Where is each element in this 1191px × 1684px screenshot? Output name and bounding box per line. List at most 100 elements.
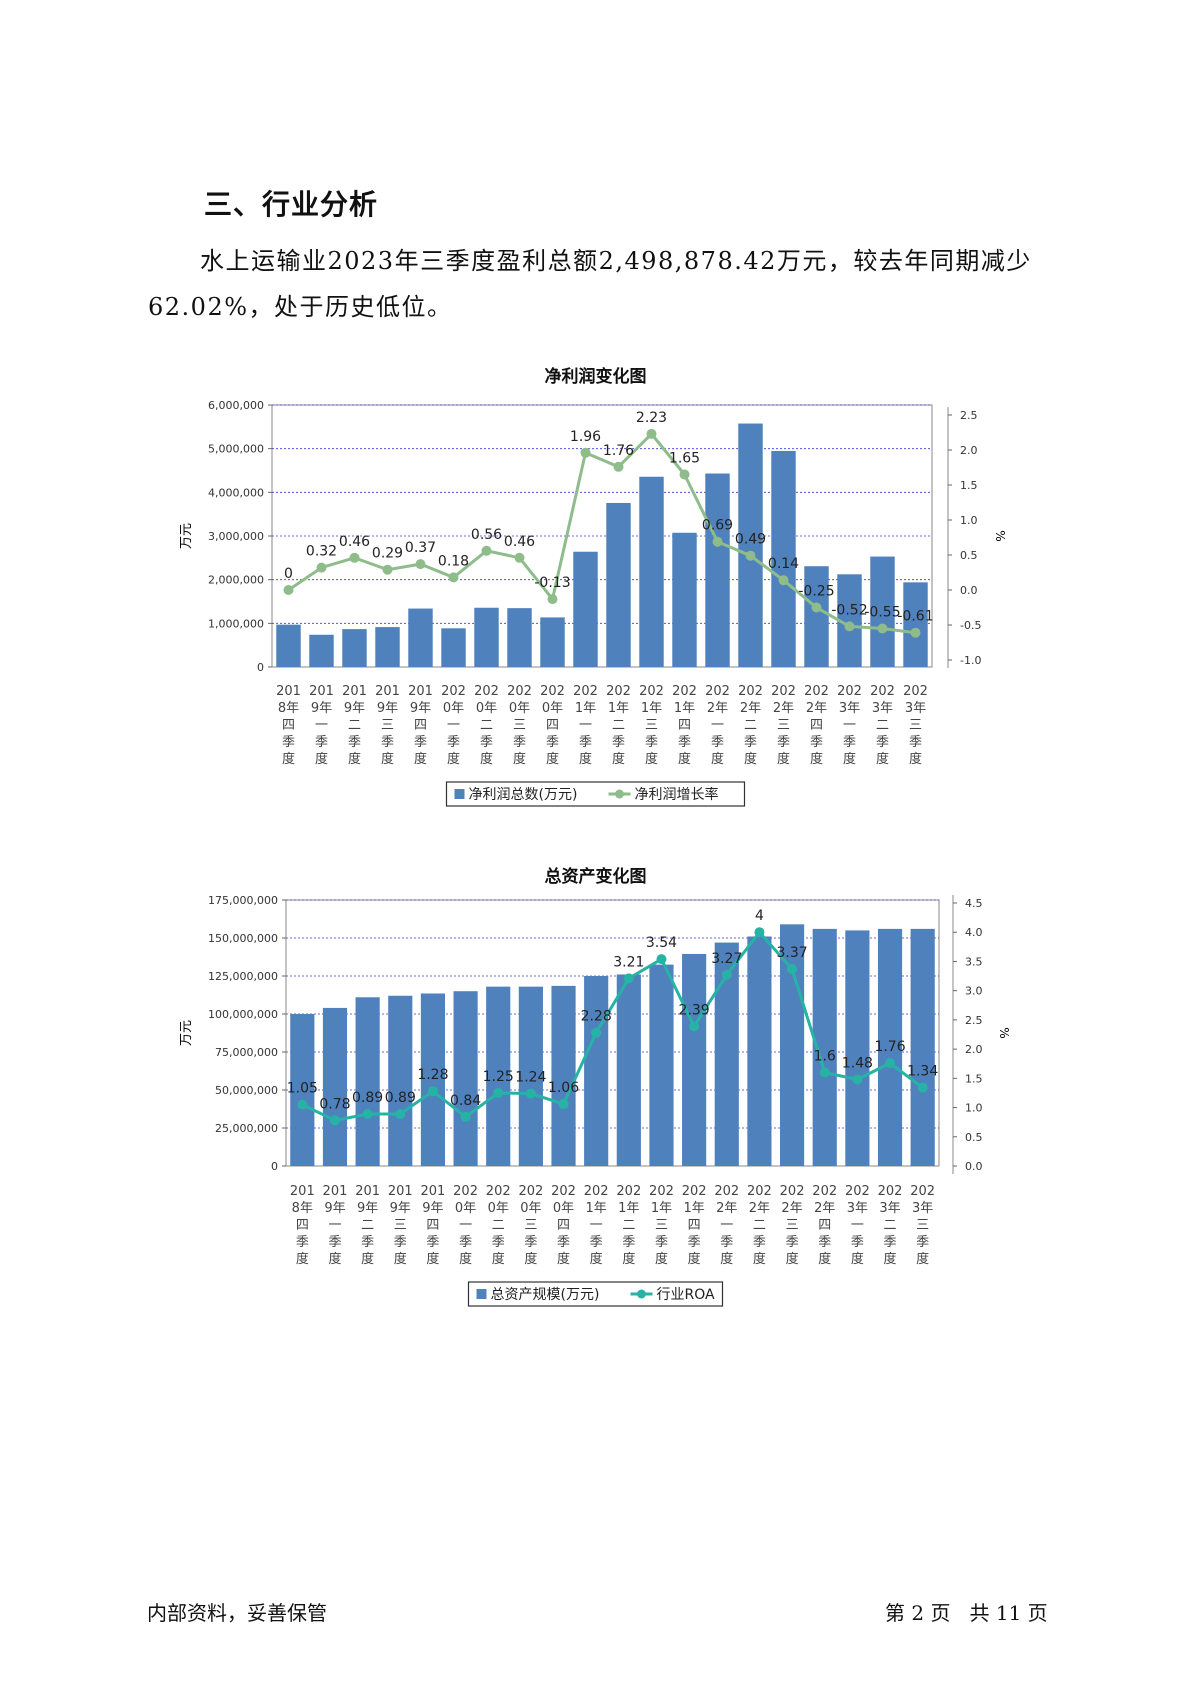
- data-label: 0.29: [372, 546, 403, 562]
- line-point: [283, 585, 294, 595]
- data-label: -0.55: [864, 605, 900, 621]
- y-tick-label: 50,000,000: [215, 1084, 278, 1097]
- data-label: 0: [284, 566, 293, 582]
- series-line: [301, 929, 924, 1122]
- line-point: [885, 1058, 896, 1069]
- x-tick-label: 202 3年三季度: [903, 684, 928, 767]
- line-point: [481, 545, 492, 556]
- y-tick-label: 1,000,000: [208, 617, 264, 630]
- data-label: 2.23: [636, 410, 667, 426]
- legend: 净利润总数(万元) 净利润增长率: [445, 781, 746, 807]
- y-tick-label: 25,000,000: [215, 1122, 278, 1135]
- line-point: [547, 594, 558, 605]
- x-tick-label: 202 2年三季度: [780, 1184, 805, 1267]
- bar: [747, 936, 772, 1166]
- x-tick-label: 202 0年三季度: [507, 684, 532, 767]
- line-point: [819, 1067, 830, 1078]
- line-point: [558, 1099, 569, 1110]
- line-point: [646, 428, 657, 439]
- x-tick-label: 202 1年三季度: [639, 684, 664, 767]
- bar: [584, 976, 609, 1166]
- line-point: [656, 954, 667, 965]
- x-tick-label: 202 3年一季度: [837, 684, 862, 767]
- data-label: 2.39: [679, 1002, 710, 1018]
- legend-line-label: 行业ROA: [657, 1287, 716, 1303]
- data-label: 3.27: [711, 951, 742, 967]
- legend-line-label: 净利润增长率: [635, 786, 719, 803]
- y-axis-title: 万元: [179, 523, 194, 549]
- y2-tick-label: 3.0: [965, 985, 983, 998]
- bar: [540, 617, 565, 667]
- bar: [309, 634, 334, 667]
- data-label: 3.21: [613, 954, 644, 970]
- line-point: [787, 964, 798, 975]
- bar: [342, 629, 367, 667]
- y2-tick-label: -1.0: [960, 654, 981, 667]
- line-point: [811, 602, 822, 613]
- line-point: [382, 564, 393, 575]
- y2-tick-label: 0.0: [965, 1160, 983, 1173]
- x-tick-label: 202 2年一季度: [705, 684, 730, 767]
- y-tick-label: 100,000,000: [208, 1008, 278, 1021]
- data-label: 1.06: [548, 1080, 579, 1096]
- legend-line-marker: [615, 789, 624, 799]
- data-label: 4: [755, 908, 764, 924]
- x-tick-label: 202 3年二季度: [870, 684, 895, 767]
- data-label: 0.46: [339, 534, 370, 550]
- line-point: [329, 1115, 340, 1126]
- y-tick-label: 75,000,000: [215, 1046, 278, 1059]
- x-tick-label: 202 1年四季度: [672, 684, 697, 767]
- x-tick-label: 202 0年三季度: [518, 1184, 543, 1267]
- data-label: 1.96: [570, 429, 601, 445]
- y2-tick-label: 2.0: [965, 1043, 983, 1056]
- bar: [903, 582, 928, 667]
- bar: [705, 473, 730, 667]
- line-point: [910, 627, 921, 638]
- x-tick-label: 202 1年一季度: [584, 1184, 609, 1267]
- bar: [408, 608, 433, 667]
- x-tick-label: 202 0年一季度: [453, 1184, 478, 1267]
- x-tick-label: 201 9年二季度: [355, 1184, 380, 1267]
- net-profit-chart: 0 1,000,000 2,000,000 3,000,000 4,000,000 5,0…: [179, 399, 1007, 807]
- line-point: [721, 969, 732, 980]
- legend: 总资产规模(万元) 行业ROA: [467, 1281, 724, 1307]
- x-tick-label: 202 0年一季度: [441, 684, 466, 767]
- x-tick-label: 202 2年四季度: [812, 1184, 837, 1267]
- y2-tick-label: -0.5: [960, 619, 981, 632]
- line-point: [362, 1108, 373, 1119]
- y2-axis-title: %: [993, 530, 1007, 541]
- data-label: 0.32: [306, 544, 337, 560]
- bar: [672, 532, 697, 667]
- data-label: 0.46: [504, 534, 535, 550]
- bar: [507, 608, 532, 667]
- line-point: [877, 623, 888, 634]
- y-tick-label: 0: [271, 1160, 278, 1173]
- x-tick-label: 202 0年四季度: [551, 1184, 576, 1267]
- line-point: [349, 552, 360, 563]
- x-tick-label: 201 9年三季度: [388, 1184, 413, 1267]
- x-tick-label: 202 3年三季度: [910, 1184, 935, 1267]
- summary-paragraph: 水上运输业2023年三季度盈利总额2,498,878.42万元，较去年同期减少6…: [148, 238, 1048, 330]
- x-tick-label: 201 9年三季度: [375, 684, 400, 767]
- y-tick-label: 5,000,000: [208, 443, 264, 456]
- data-label: 1.34: [907, 1064, 938, 1080]
- data-label: 0.89: [352, 1090, 383, 1106]
- bar: [388, 995, 413, 1166]
- data-label: 1.24: [515, 1070, 546, 1086]
- x-tick-label: 202 3年二季度: [878, 1184, 903, 1267]
- line-point: [427, 1086, 438, 1097]
- y2-tick-label: 2.5: [960, 409, 978, 422]
- bar: [616, 974, 641, 1166]
- data-label: 0.18: [438, 553, 469, 569]
- section-heading: 三、行业分析: [204, 188, 379, 221]
- bar: [639, 476, 664, 667]
- bar: [290, 1014, 315, 1166]
- data-label: 0.69: [702, 518, 733, 534]
- line-point: [448, 572, 459, 583]
- x-tick-label: 202 1年四季度: [682, 1184, 707, 1267]
- y2-axis-title: %: [997, 1027, 1011, 1038]
- x-tick-label: 202 3年一季度: [845, 1184, 870, 1267]
- bar: [804, 566, 829, 667]
- y2-tick-label: 3.5: [965, 955, 983, 968]
- data-label: 1.28: [417, 1067, 448, 1083]
